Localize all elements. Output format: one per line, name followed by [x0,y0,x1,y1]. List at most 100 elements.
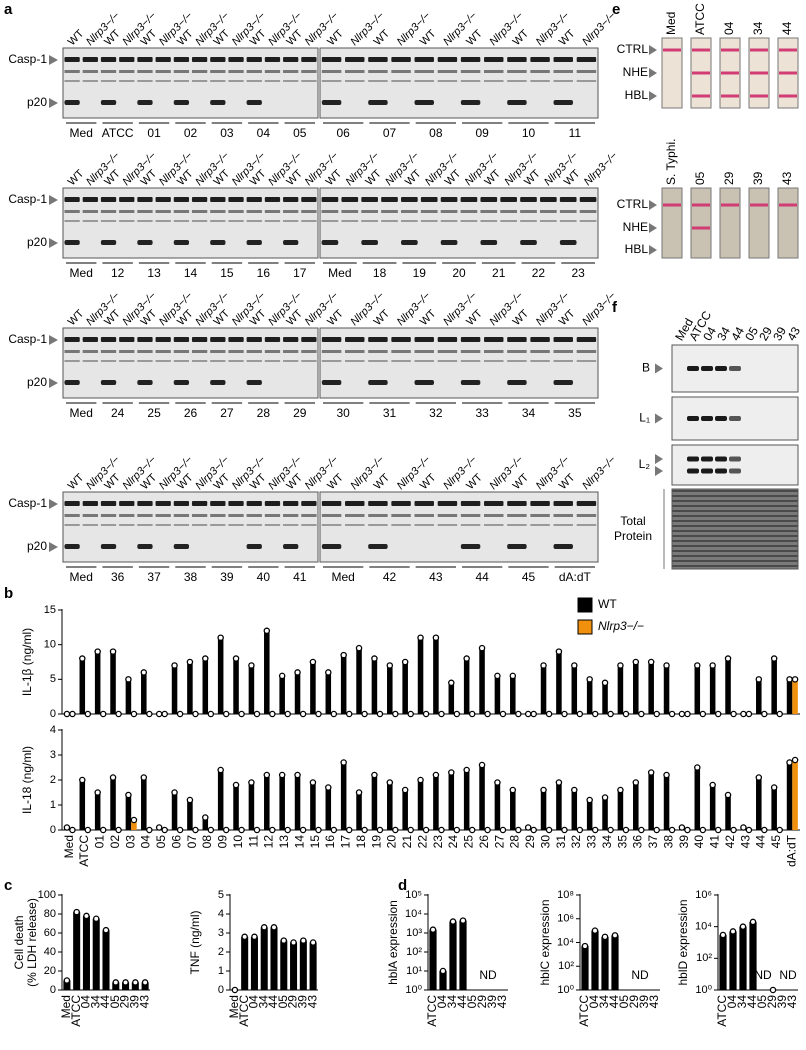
data-point [202,814,209,821]
data-point [417,776,424,784]
bar [250,936,258,990]
data-point [270,924,278,931]
strip-label: 29 [722,171,736,185]
background-band [507,514,527,517]
bar [294,672,301,714]
p20-band [64,240,80,245]
y-axis-label: IL-18 (ng/ml) [20,746,34,814]
data-point [280,937,288,944]
bar [73,912,81,990]
bar [110,777,116,830]
data-point [494,672,501,680]
data-point [94,648,101,655]
data-point [299,826,307,834]
category-label: 43 [137,995,151,1009]
data-point [171,789,178,796]
genotype-label: Nlrp3−/− [266,289,305,328]
category-label: 29 [523,835,537,849]
lane-label: 43 [784,324,803,343]
category-label: 44 [754,835,768,849]
y-tick-label: 10⁴ [405,908,422,920]
category-label: 40 [692,835,706,849]
strip-band [692,94,710,98]
background-band [228,360,244,362]
background-band [301,514,317,517]
y-tick-label: 0 [50,824,56,836]
background-band [460,80,481,82]
data-point [171,662,178,669]
blot-band [687,468,699,474]
lane-label: 04 [700,324,719,343]
category-label: ATCC [237,995,251,1027]
data-point [545,826,553,834]
data-point [125,676,132,683]
background-band [391,514,411,517]
data-point [176,710,184,718]
background-band [437,70,458,73]
data-point [719,931,727,939]
bar [617,665,624,714]
data-point [432,771,440,779]
panel-letter: c [4,877,12,894]
background-band [173,80,190,82]
data-point [345,710,353,718]
background-band [264,70,281,73]
bar [611,935,619,990]
background-band [64,524,80,526]
category-label: 45 [769,835,783,849]
data-point [494,779,501,786]
data-point [248,779,255,786]
data-point [222,710,230,718]
casp1-band [82,501,98,506]
background-band [460,210,478,213]
background-band [341,220,359,222]
background-band [137,524,153,526]
data-point [122,979,129,986]
genotype-label: WT [66,167,87,188]
category-label: 34 [256,995,270,1009]
sample-label: 39 [220,570,234,584]
category-label: 34 [735,995,749,1009]
data-point [515,710,522,718]
arrowhead [649,200,657,210]
background-band [210,210,226,213]
data-point [294,669,301,676]
background-band [100,350,117,353]
p20-band [173,380,190,385]
background-band [301,350,317,353]
bar [299,940,307,990]
arrowhead [649,45,657,55]
band-label: p20 [27,375,47,389]
background-band [301,524,317,526]
data-point [786,759,793,766]
data-point [422,710,430,718]
category-label: 09 [216,835,230,849]
data-point [611,932,619,939]
category-label: 02 [108,835,122,849]
data-point [770,655,778,662]
data-point [484,826,491,834]
casp1-band [553,501,573,506]
data-point [468,826,476,834]
data-point [315,710,322,718]
background-band [301,210,317,213]
category-label: 05 [276,995,290,1009]
casp1-band [414,501,434,506]
lane-label: 34 [714,324,733,343]
data-point [571,786,578,794]
bar [102,930,110,990]
category-label: 39 [485,995,499,1009]
background-band [264,360,281,362]
data-point [340,651,347,659]
p20-band [414,100,434,105]
bar [264,630,270,714]
data-point [238,826,245,834]
strip-band [663,203,681,207]
data-point [202,655,209,662]
data-point [115,826,122,834]
blot-band [701,468,713,474]
casp1-band [283,501,299,506]
background-band [460,350,481,353]
blot-band [715,416,727,421]
background-band [100,80,117,82]
